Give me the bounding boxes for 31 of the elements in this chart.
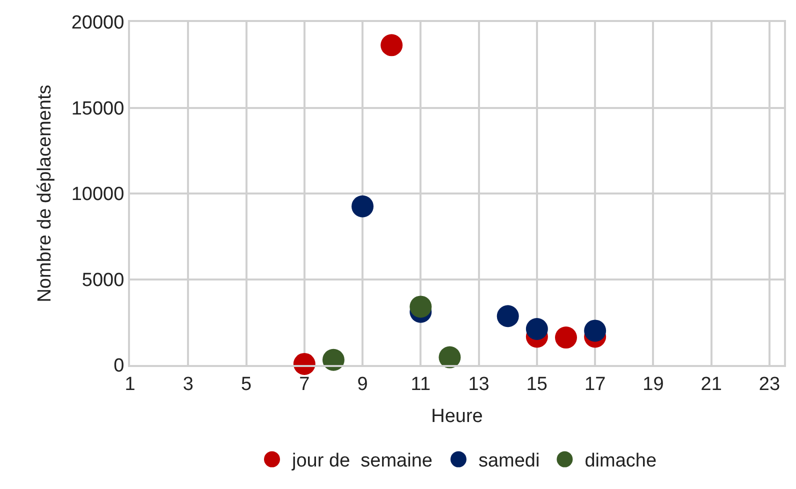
y-tick-label: 10000 [71, 184, 124, 206]
y-tick-label: 5000 [82, 270, 124, 291]
x-tick-label: 9 [357, 374, 368, 395]
point [438, 346, 461, 368]
legend-label: dimache [584, 450, 657, 472]
point [380, 34, 403, 56]
x-tick-label: 23 [758, 374, 780, 395]
point [555, 326, 577, 349]
x-axis-title: Heure [431, 406, 483, 428]
point [410, 296, 432, 318]
legend-label: samedi [478, 450, 540, 472]
x-tick-label: 17 [584, 374, 606, 395]
point [322, 348, 344, 371]
x-tick-label: 5 [240, 374, 252, 395]
legend-label: jour de semaine [291, 450, 432, 472]
point [496, 305, 519, 328]
x-tick-label: 7 [299, 374, 310, 395]
y-axis-title: Nombre de déplacements [34, 84, 56, 302]
x-tick-label: 21 [700, 374, 722, 395]
point [352, 195, 374, 218]
point [584, 320, 606, 342]
x-tick-label: 19 [642, 374, 664, 395]
x-tick-label: 1 [124, 374, 136, 395]
y-tick-label: 15000 [71, 98, 124, 120]
y-tick-label: 20000 [71, 12, 124, 34]
point [526, 318, 548, 340]
x-tick-label: 15 [526, 374, 548, 395]
x-tick-label: 11 [410, 374, 431, 395]
x-tick-label: 13 [468, 374, 490, 395]
y-tick-label: 0 [114, 356, 124, 377]
x-tick-label: 3 [182, 374, 194, 395]
